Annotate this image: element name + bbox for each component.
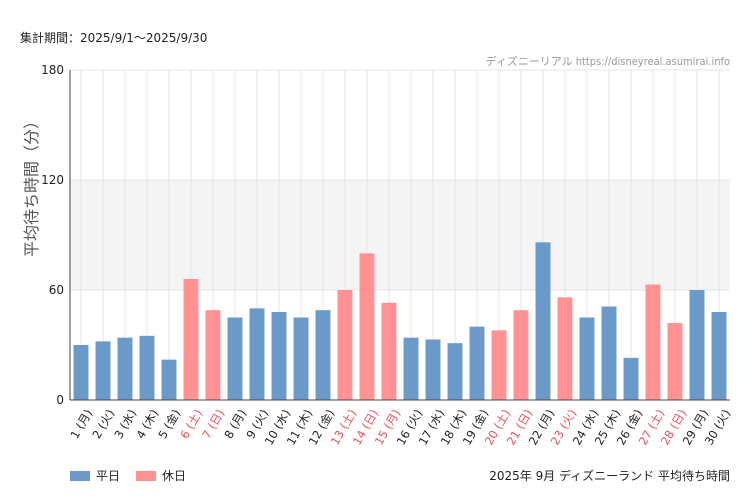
- bar: [513, 310, 529, 400]
- bar: [95, 341, 111, 400]
- legend-label-holiday: 休日: [162, 469, 187, 483]
- bar: [711, 312, 727, 400]
- legend-swatch-holiday: [136, 470, 157, 481]
- bar: [161, 359, 177, 400]
- y-tick-label: 0: [56, 393, 64, 407]
- bar: [667, 323, 683, 400]
- legend: 平日 休日: [70, 467, 202, 484]
- bar: [403, 337, 419, 400]
- bar: [689, 290, 705, 400]
- legend-item-holiday[interactable]: 休日: [136, 467, 186, 484]
- bar: [73, 345, 89, 400]
- bar: [469, 326, 485, 400]
- bar: [601, 306, 617, 400]
- legend-label-weekday: 平日: [96, 469, 121, 483]
- bar: [205, 310, 221, 400]
- bar: [271, 312, 287, 400]
- y-tick-label: 180: [41, 63, 64, 77]
- legend-item-weekday[interactable]: 平日: [70, 467, 120, 484]
- bar: [381, 302, 397, 400]
- bar: [227, 317, 243, 400]
- bar: [535, 242, 551, 400]
- bar: [557, 297, 573, 400]
- bar: [579, 317, 595, 400]
- legend-swatch-weekday: [70, 470, 90, 481]
- bar: [491, 330, 507, 400]
- bar: [315, 310, 331, 400]
- bar: [183, 279, 199, 400]
- site-credit: ディズニーリアル https://disneyreal.asumirai.inf…: [485, 55, 730, 68]
- bar: [359, 253, 375, 400]
- bar: [117, 337, 133, 400]
- period-label: 集計期間：2025/9/1～2025/9/30: [20, 31, 208, 45]
- bar: [293, 317, 309, 400]
- y-tick-label: 120: [41, 173, 64, 187]
- bar: [645, 284, 661, 400]
- bar: [139, 335, 155, 400]
- chart-caption: 2025年 9月 ディズニーランド 平均待ち時間: [489, 469, 730, 483]
- shaded-band: [70, 180, 730, 290]
- bar: [447, 343, 463, 400]
- bar: [249, 308, 265, 400]
- y-tick-label: 60: [49, 283, 64, 297]
- bar: [425, 339, 441, 400]
- bar: [337, 290, 353, 400]
- bar: [623, 357, 639, 400]
